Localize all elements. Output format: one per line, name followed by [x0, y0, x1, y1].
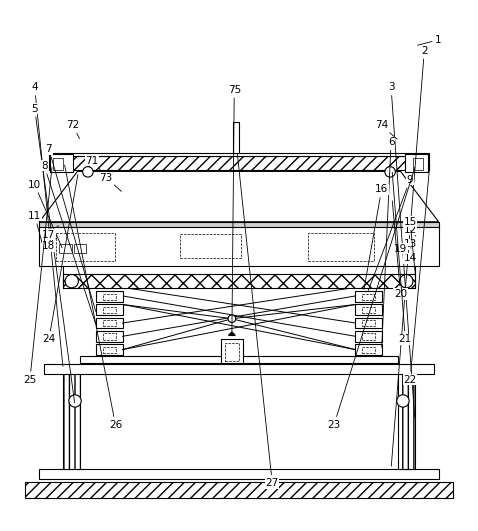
Bar	[39, 222, 439, 227]
Text: 22: 22	[403, 165, 430, 384]
Circle shape	[400, 275, 413, 288]
Bar	[362, 347, 375, 353]
Text: 7: 7	[45, 144, 96, 311]
Bar	[180, 234, 241, 259]
Bar	[49, 156, 429, 170]
Bar	[49, 153, 429, 156]
Text: 13: 13	[403, 239, 417, 249]
Text: 72: 72	[66, 121, 79, 139]
Bar	[103, 320, 116, 327]
Bar	[39, 469, 439, 479]
Bar	[405, 155, 428, 172]
Circle shape	[83, 167, 93, 177]
Bar	[97, 331, 122, 341]
Bar	[233, 122, 239, 153]
Bar	[362, 333, 375, 340]
Text: 4: 4	[32, 82, 63, 366]
Bar	[398, 372, 415, 469]
Bar	[63, 274, 415, 288]
Text: 6: 6	[382, 137, 394, 347]
Text: 71: 71	[85, 156, 108, 177]
Text: 10: 10	[28, 179, 62, 248]
Bar	[221, 339, 243, 363]
Bar	[103, 307, 116, 313]
Text: 15: 15	[403, 217, 417, 276]
Text: 8: 8	[41, 161, 96, 324]
Bar	[362, 307, 375, 313]
Text: 24: 24	[42, 175, 78, 344]
Bar	[44, 364, 434, 374]
Bar	[362, 320, 375, 327]
Circle shape	[385, 167, 395, 177]
Text: 21: 21	[392, 172, 412, 344]
Bar	[103, 347, 116, 353]
Bar	[74, 244, 87, 253]
Text: 74: 74	[375, 121, 397, 139]
Text: 73: 73	[99, 173, 121, 191]
Bar	[413, 158, 423, 169]
Text: 20: 20	[392, 201, 407, 299]
Bar	[356, 331, 381, 341]
Bar	[53, 158, 63, 169]
Circle shape	[69, 395, 81, 407]
Bar	[308, 233, 374, 261]
Circle shape	[228, 315, 236, 322]
Bar	[356, 304, 381, 315]
Bar	[97, 304, 122, 315]
Text: 11: 11	[28, 211, 43, 247]
Text: 27: 27	[238, 154, 279, 488]
Circle shape	[65, 275, 78, 288]
Bar	[63, 372, 80, 469]
Bar	[39, 225, 439, 266]
Text: 18: 18	[42, 238, 56, 252]
Text: 3: 3	[388, 82, 414, 417]
Circle shape	[397, 395, 409, 407]
Text: 5: 5	[32, 104, 75, 403]
Bar	[362, 294, 375, 299]
Text: 9: 9	[368, 175, 413, 290]
Text: 26: 26	[65, 165, 122, 430]
Bar	[50, 155, 73, 172]
Text: 19: 19	[394, 244, 411, 254]
Polygon shape	[228, 332, 235, 336]
Text: 1: 1	[417, 35, 442, 45]
Text: 25: 25	[23, 167, 52, 384]
Bar	[59, 244, 72, 253]
Bar	[56, 233, 116, 261]
Text: 12: 12	[403, 225, 417, 236]
Bar	[80, 356, 398, 363]
Bar	[103, 294, 116, 299]
Bar	[97, 291, 122, 302]
Text: 17: 17	[42, 226, 58, 239]
Bar	[225, 343, 239, 361]
Bar	[97, 318, 122, 328]
Bar	[356, 318, 381, 328]
Text: 14: 14	[403, 253, 417, 263]
Text: 75: 75	[228, 84, 241, 333]
Bar	[97, 345, 122, 355]
Text: 16: 16	[364, 184, 388, 289]
Bar	[356, 291, 381, 302]
Bar	[25, 482, 453, 499]
Text: 2: 2	[391, 46, 428, 466]
Bar	[356, 345, 381, 355]
Text: 23: 23	[327, 167, 415, 430]
Bar	[103, 333, 116, 340]
